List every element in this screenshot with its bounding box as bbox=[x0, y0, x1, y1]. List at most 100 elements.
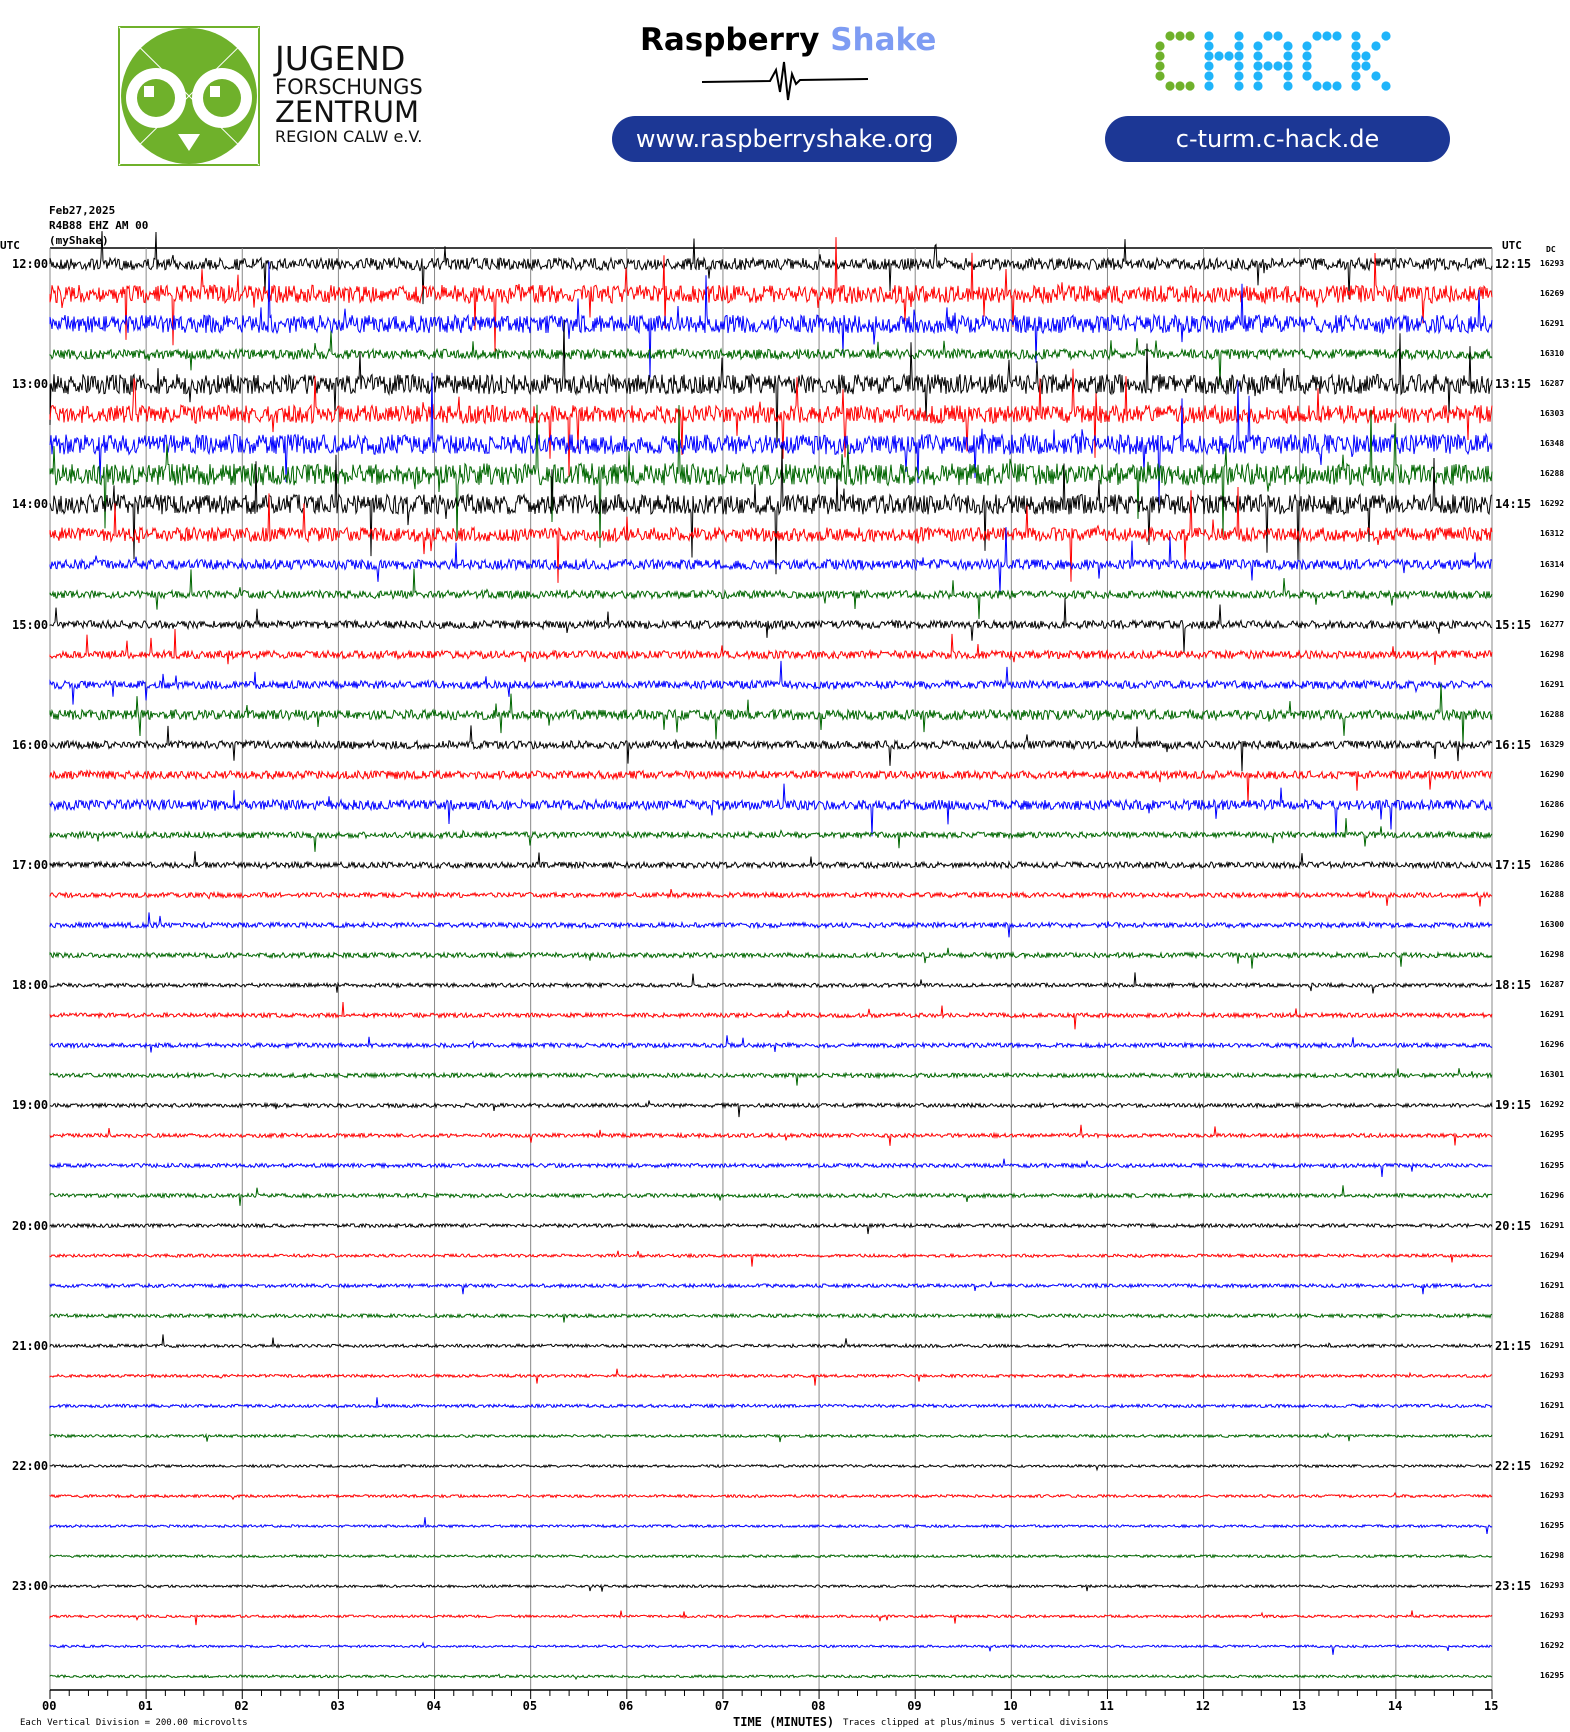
right-utc-title: UTC bbox=[1502, 239, 1522, 252]
dc-offset-label: 16292 bbox=[1540, 1100, 1565, 1110]
trace-line bbox=[49, 1185, 1493, 1206]
dc-offset-label: 16287 bbox=[1540, 980, 1565, 990]
right-hour-label: 20:15 bbox=[1495, 1218, 1532, 1233]
chack-dot bbox=[1283, 61, 1293, 71]
trace-line bbox=[49, 1517, 1493, 1534]
chack-dot bbox=[1185, 81, 1195, 91]
right-hour-label: 16:15 bbox=[1495, 737, 1532, 752]
trace-line bbox=[49, 1641, 1493, 1655]
chack-dot bbox=[1204, 31, 1214, 41]
jfz-line-2: FORSCHUNGS bbox=[275, 75, 423, 99]
chack-dot bbox=[1155, 71, 1165, 81]
chack-dot bbox=[1322, 31, 1332, 41]
left-hour-label: 13:00 bbox=[12, 377, 49, 392]
dc-offset-label: 16298 bbox=[1540, 649, 1565, 659]
station-name: (myShake) bbox=[49, 234, 109, 247]
dc-offset-label: 16286 bbox=[1540, 860, 1565, 869]
trace-line bbox=[49, 1553, 1493, 1559]
chack-dot bbox=[1155, 41, 1165, 51]
dc-offset-label: 16291 bbox=[1540, 1220, 1565, 1230]
chack-dot bbox=[1165, 81, 1175, 91]
chack-dot bbox=[1234, 51, 1244, 61]
left-hour-label: 15:00 bbox=[12, 617, 49, 632]
dc-offset-label: 16329 bbox=[1540, 739, 1565, 749]
chack-dot bbox=[1204, 61, 1214, 71]
chack-dot bbox=[1322, 81, 1332, 91]
trace-line bbox=[49, 1281, 1493, 1295]
dc-offset-label: 16348 bbox=[1540, 439, 1565, 449]
trace-line bbox=[49, 319, 1493, 448]
trace-line bbox=[49, 1397, 1493, 1409]
trace-line bbox=[49, 598, 1493, 653]
raspberryshake-url-link[interactable]: www.raspberryshake.org bbox=[612, 116, 957, 162]
chack-dot bbox=[1214, 51, 1224, 61]
rs-word-2: Shake bbox=[830, 22, 937, 58]
dc-offset-label: 16293 bbox=[1540, 1581, 1565, 1591]
jfz-line-3: ZENTRUM bbox=[275, 95, 419, 129]
trace-line bbox=[49, 1368, 1493, 1386]
chack-url-link[interactable]: c-turm.c-hack.de bbox=[1105, 116, 1450, 162]
x-tick-label: 08 bbox=[811, 1699, 826, 1713]
trace-line bbox=[49, 851, 1493, 870]
trace-line bbox=[49, 368, 1493, 477]
chack-dot bbox=[1155, 61, 1165, 71]
raspberry-shake-logo: Raspberry Shake bbox=[640, 22, 936, 58]
trace-line bbox=[49, 1100, 1493, 1118]
right-hour-label: 18:15 bbox=[1495, 978, 1532, 993]
trace-line bbox=[49, 527, 1493, 593]
trace-line bbox=[49, 1068, 1493, 1086]
trace-line bbox=[49, 261, 1493, 378]
dc-offset-label: 16288 bbox=[1540, 890, 1565, 900]
dc-offset-label: 16294 bbox=[1540, 1250, 1565, 1260]
x-tick-label: 15 bbox=[1484, 1699, 1499, 1713]
x-tick-label: 13 bbox=[1291, 1699, 1307, 1713]
date-label: Feb27,2025 bbox=[49, 204, 116, 217]
trace-line bbox=[49, 231, 1493, 305]
trace-line bbox=[49, 1250, 1493, 1267]
chack-dot bbox=[1234, 41, 1244, 51]
clip-note: Traces clipped at plus/minus 5 vertical … bbox=[843, 1718, 1109, 1728]
chack-dot bbox=[1351, 61, 1361, 71]
x-tick-label: 11 bbox=[1099, 1699, 1114, 1713]
chack-dot bbox=[1253, 81, 1263, 91]
trace-line bbox=[49, 1124, 1493, 1146]
dc-offset-label: 16290 bbox=[1540, 589, 1565, 599]
dc-offset-label: 16292 bbox=[1540, 499, 1565, 509]
trace-line bbox=[49, 1583, 1493, 1592]
x-tick-label: 03 bbox=[330, 1699, 345, 1713]
trace-line bbox=[49, 783, 1493, 837]
right-hour-label: 13:15 bbox=[1495, 377, 1532, 392]
x-tick-label: 14 bbox=[1387, 1699, 1403, 1713]
trace-line bbox=[49, 1222, 1493, 1235]
dc-offset-label: 16295 bbox=[1540, 1521, 1565, 1531]
right-hour-label: 14:15 bbox=[1495, 497, 1532, 512]
chack-dot bbox=[1165, 31, 1175, 41]
dc-offset-label: 16310 bbox=[1540, 349, 1565, 359]
trace-line bbox=[49, 1312, 1493, 1323]
trace-line bbox=[49, 1334, 1493, 1349]
trace-line bbox=[49, 486, 1493, 583]
channel-label: R4B88 EHZ AM 00 bbox=[49, 219, 149, 232]
dc-offset-label: 16295 bbox=[1540, 1671, 1565, 1681]
dc-offset-label: 16290 bbox=[1540, 829, 1565, 839]
chack-dot bbox=[1273, 31, 1283, 41]
trace-line bbox=[49, 972, 1493, 994]
jfz-logo-text: JUGEND FORSCHUNGS ZENTRUM REGION CALW e.… bbox=[275, 42, 423, 145]
trace-line bbox=[49, 683, 1493, 745]
dc-offset-label: 16287 bbox=[1540, 379, 1565, 389]
jfz-line-1: JUGEND bbox=[275, 39, 406, 78]
x-tick-label: 00 bbox=[42, 1699, 57, 1713]
x-tick-label: 01 bbox=[138, 1699, 153, 1713]
left-hour-label: 21:00 bbox=[12, 1338, 49, 1353]
trace-line bbox=[49, 237, 1493, 352]
chack-dot bbox=[1253, 71, 1263, 81]
left-utc-title: UTC bbox=[0, 239, 20, 252]
left-hour-label: 19:00 bbox=[12, 1098, 49, 1113]
chack-dot bbox=[1224, 51, 1234, 61]
chack-dot bbox=[1302, 51, 1312, 61]
left-hour-label: 18:00 bbox=[12, 978, 49, 993]
trace-line bbox=[49, 769, 1493, 804]
dc-offset-label: 16292 bbox=[1540, 1461, 1565, 1470]
chack-dot bbox=[1351, 71, 1361, 81]
trace-line bbox=[49, 404, 1493, 548]
